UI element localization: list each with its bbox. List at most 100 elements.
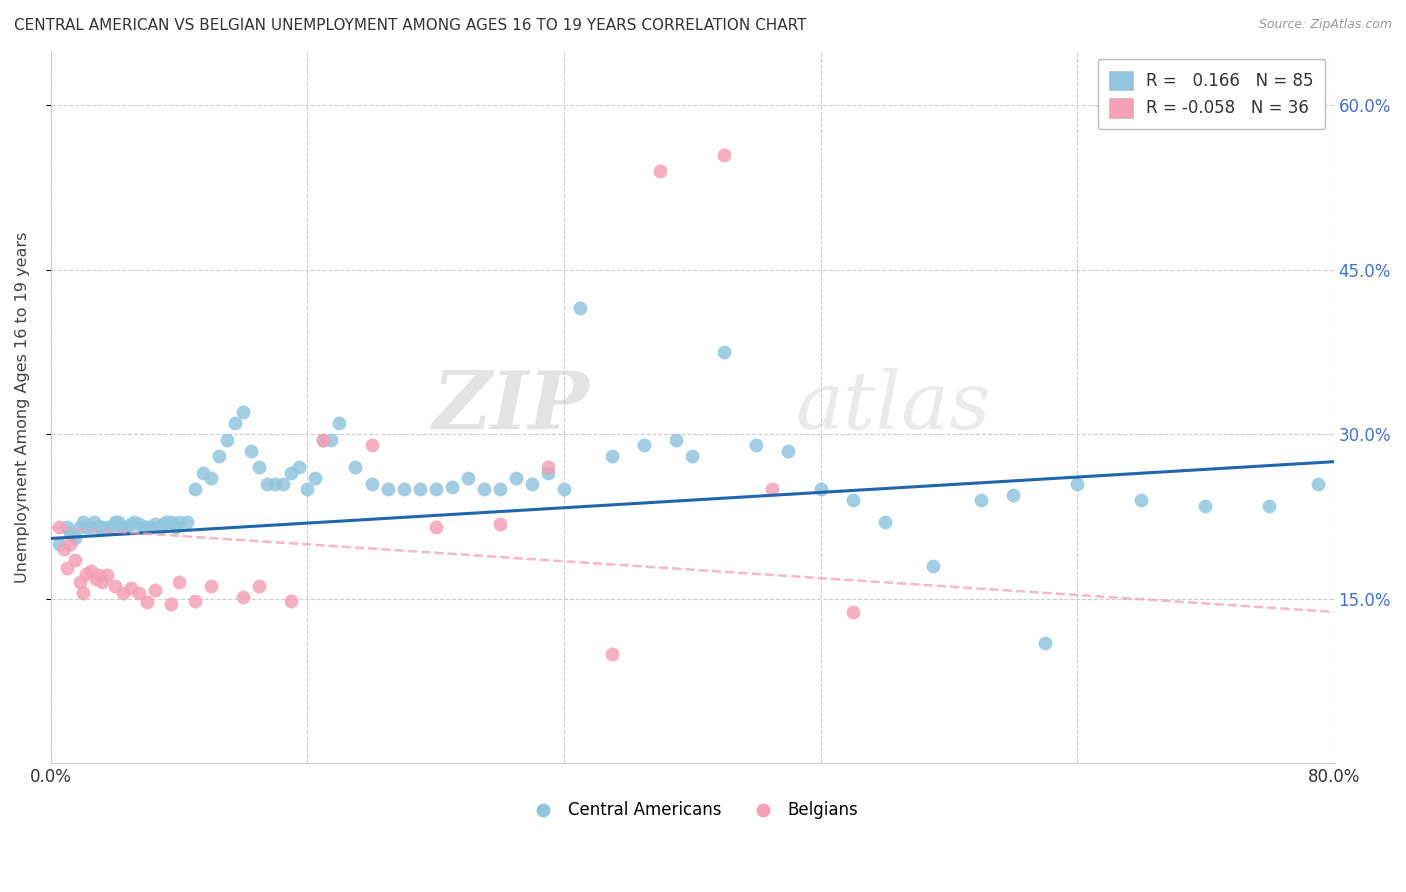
Point <box>280 594 302 608</box>
Point <box>84 572 107 586</box>
Point <box>107 515 129 529</box>
Point <box>1066 476 1088 491</box>
Point <box>633 438 655 452</box>
Point <box>1258 499 1281 513</box>
Point <box>457 471 479 485</box>
Text: ZIP: ZIP <box>433 368 589 446</box>
Point <box>224 417 246 431</box>
Point <box>810 482 832 496</box>
Point <box>304 471 326 485</box>
Point <box>681 449 703 463</box>
Point <box>841 493 863 508</box>
Point <box>48 520 70 534</box>
Point <box>472 482 495 496</box>
Point <box>136 520 159 534</box>
Point <box>139 520 162 534</box>
Point <box>83 515 105 529</box>
Point <box>128 517 150 532</box>
Y-axis label: Unemployment Among Ages 16 to 19 years: Unemployment Among Ages 16 to 19 years <box>15 231 30 582</box>
Point <box>111 520 134 534</box>
Text: Source: ZipAtlas.com: Source: ZipAtlas.com <box>1258 18 1392 31</box>
Point <box>80 564 103 578</box>
Point <box>520 476 543 491</box>
Point <box>288 460 311 475</box>
Point <box>232 405 254 419</box>
Point <box>167 575 190 590</box>
Point <box>425 482 447 496</box>
Point <box>122 515 145 529</box>
Point <box>91 575 114 590</box>
Point <box>72 586 94 600</box>
Point <box>63 553 86 567</box>
Point <box>970 493 993 508</box>
Point <box>650 164 672 178</box>
Point <box>80 520 103 534</box>
Point <box>56 520 79 534</box>
Point <box>1194 499 1216 513</box>
Point <box>56 561 79 575</box>
Point <box>328 417 350 431</box>
Point <box>149 520 172 534</box>
Point <box>96 567 118 582</box>
Point <box>69 575 91 590</box>
Point <box>104 578 127 592</box>
Point <box>69 520 91 534</box>
Point <box>761 482 783 496</box>
Point <box>87 520 110 534</box>
Point <box>360 438 382 452</box>
Point <box>152 517 174 532</box>
Point <box>143 517 166 532</box>
Point <box>87 520 110 534</box>
Point <box>297 482 319 496</box>
Point <box>256 476 278 491</box>
Point <box>120 581 142 595</box>
Point <box>48 537 70 551</box>
Point <box>1001 487 1024 501</box>
Point <box>160 515 183 529</box>
Point <box>392 482 415 496</box>
Point <box>72 515 94 529</box>
Point <box>208 449 231 463</box>
Point <box>745 438 768 452</box>
Point <box>200 471 222 485</box>
Point <box>52 542 75 557</box>
Text: CENTRAL AMERICAN VS BELGIAN UNEMPLOYMENT AMONG AGES 16 TO 19 YEARS CORRELATION C: CENTRAL AMERICAN VS BELGIAN UNEMPLOYMENT… <box>14 18 807 33</box>
Point <box>232 590 254 604</box>
Point <box>488 517 510 532</box>
Point <box>176 515 198 529</box>
Point <box>312 433 335 447</box>
Point <box>921 558 943 573</box>
Point <box>160 597 183 611</box>
Point <box>713 345 735 359</box>
Point <box>165 520 187 534</box>
Point <box>408 482 430 496</box>
Point <box>505 471 527 485</box>
Point <box>63 532 86 546</box>
Point <box>873 515 896 529</box>
Point <box>247 460 270 475</box>
Point <box>96 520 118 534</box>
Point <box>1306 476 1329 491</box>
Point <box>713 148 735 162</box>
Point <box>425 520 447 534</box>
Point <box>115 520 138 534</box>
Point <box>91 520 114 534</box>
Point <box>321 433 343 447</box>
Point <box>264 476 287 491</box>
Point <box>488 482 510 496</box>
Point <box>136 595 159 609</box>
Point <box>247 578 270 592</box>
Point <box>59 537 82 551</box>
Point <box>537 466 560 480</box>
Point <box>184 594 207 608</box>
Point <box>100 520 122 534</box>
Point <box>377 482 399 496</box>
Point <box>75 566 97 581</box>
Point <box>1033 635 1056 649</box>
Point <box>312 433 335 447</box>
Point <box>600 449 623 463</box>
Point <box>344 460 367 475</box>
Point <box>360 476 382 491</box>
Point <box>132 520 155 534</box>
Point <box>75 520 97 534</box>
